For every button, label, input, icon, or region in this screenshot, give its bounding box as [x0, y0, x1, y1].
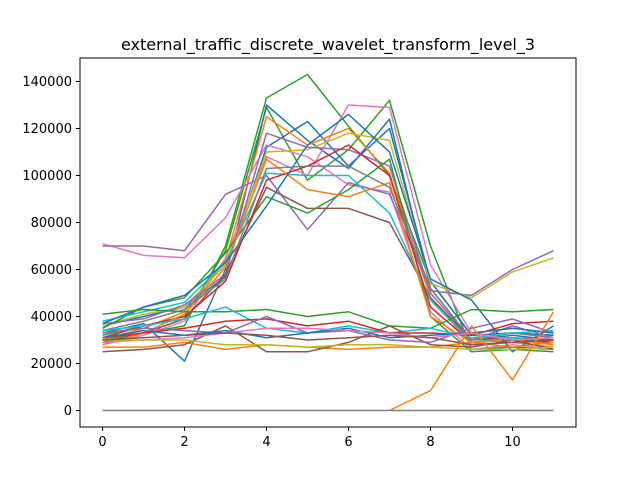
- series-line-12: [102, 158, 554, 353]
- y-tick-label: 0: [64, 404, 72, 419]
- y-tick-label: 20000: [31, 357, 72, 372]
- series-line-6: [102, 116, 554, 348]
- series-line-16: [102, 113, 554, 353]
- x-tick-label: 2: [180, 435, 188, 450]
- x-tick-label: 0: [98, 435, 106, 450]
- y-tick-label: 140000: [22, 75, 72, 90]
- x-tick-label: 6: [344, 435, 352, 450]
- y-axis: 0 20000 40000 60000 80000 100000 120000 140000: [22, 75, 80, 419]
- series-line-21: [102, 341, 554, 351]
- series-line-20: [102, 318, 554, 339]
- series-line-24: [102, 327, 554, 339]
- plot-frame: [79, 57, 577, 428]
- series-line-11: [102, 186, 554, 344]
- x-tick-label: 8: [426, 435, 434, 450]
- series-line-23: [102, 315, 554, 344]
- y-tick-label: 100000: [22, 169, 72, 184]
- series-line-18: [102, 308, 554, 330]
- series-layer: [102, 73, 555, 412]
- x-tick-label: 10: [504, 435, 521, 450]
- series-line-22: [102, 325, 554, 353]
- series-line-9: [102, 132, 554, 327]
- series-line-8: [102, 174, 554, 297]
- series-line-27: [102, 332, 554, 346]
- y-tick-label: 60000: [31, 263, 72, 278]
- series-line-2: [102, 99, 554, 351]
- y-tick-label: 120000: [22, 122, 72, 137]
- x-axis: 0 2 4 6 8 10: [98, 427, 521, 450]
- series-line-26: [102, 339, 554, 351]
- y-tick-label: 40000: [31, 310, 72, 325]
- series-line-28: [389, 311, 555, 412]
- x-tick-label: 4: [262, 435, 270, 450]
- series-line-15: [102, 158, 554, 346]
- series-line-7: [102, 144, 554, 351]
- chart-title: external_traffic_discrete_wavelet_transf…: [121, 35, 535, 55]
- series-line-14: [102, 144, 554, 344]
- y-tick-label: 80000: [31, 216, 72, 231]
